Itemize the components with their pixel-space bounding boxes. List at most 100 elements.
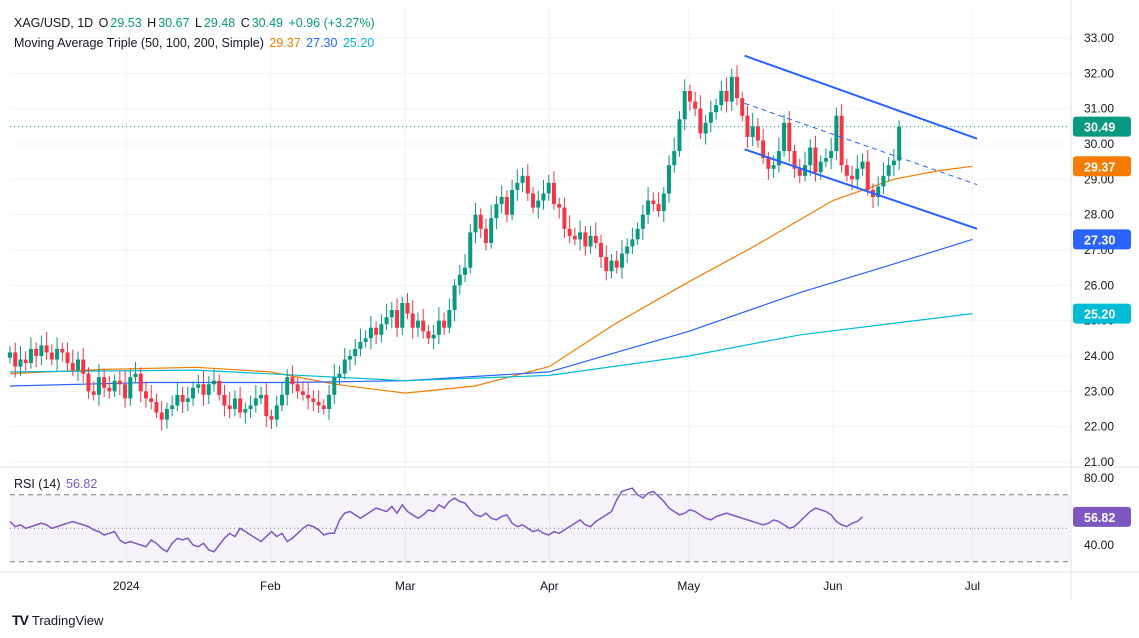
candle-body <box>829 151 834 159</box>
tradingview-logo-text: TradingView <box>31 612 104 628</box>
candle-body <box>154 401 159 413</box>
candle-body <box>562 207 567 229</box>
candle-body <box>379 324 384 335</box>
candle-body <box>442 320 447 328</box>
candle-body <box>253 398 258 406</box>
tradingview-logo[interactable]: TV TradingView <box>12 612 103 628</box>
candle-body <box>525 175 530 194</box>
ma-legend: Moving Average Triple (50, 100, 200, Sim… <box>14 36 376 50</box>
candle-body <box>211 380 216 385</box>
candle-body <box>327 394 332 409</box>
candle-body <box>311 398 316 402</box>
candle-body <box>285 377 290 395</box>
candle-body <box>661 193 666 212</box>
candle-body <box>489 218 494 243</box>
candle-body <box>677 119 682 152</box>
ma-label[interactable]: Moving Average Triple (50, 100, 200, Sim… <box>14 36 264 50</box>
high-label: H <box>147 16 157 30</box>
candle-body <box>578 232 583 240</box>
candle-body <box>436 320 441 335</box>
ma100-price-tag <box>1073 229 1131 250</box>
candle-body <box>117 380 122 385</box>
candle-body <box>599 242 604 258</box>
candle-body <box>128 377 133 399</box>
candle-body <box>766 158 771 169</box>
candle-body <box>604 257 609 272</box>
high-value: 30.67 <box>158 16 190 30</box>
candle-body <box>389 310 394 318</box>
candle-body <box>23 359 28 364</box>
change-value: +0.96 (+3.27%) <box>288 16 375 30</box>
candle-body <box>839 115 844 166</box>
candle-body <box>593 235 598 243</box>
candle-body <box>107 387 112 392</box>
candle-body <box>426 331 431 339</box>
candle-body <box>776 151 781 166</box>
candle-body <box>405 303 410 314</box>
close-label: C <box>240 16 250 30</box>
candle-body <box>813 147 818 173</box>
low-label: L <box>194 16 202 30</box>
candle-body <box>797 168 802 176</box>
candle-body <box>478 214 483 229</box>
candle-body <box>248 405 253 409</box>
candle-body <box>123 384 128 399</box>
candle-body <box>891 160 896 166</box>
candle-body <box>81 359 86 374</box>
ma-line-ma100 <box>9 238 973 387</box>
candle-body <box>625 246 630 254</box>
candle-body <box>306 394 311 399</box>
candle-body <box>149 398 154 402</box>
candle-body <box>321 405 326 409</box>
price-price-tag <box>1073 116 1131 137</box>
open-value: 29.53 <box>110 16 142 30</box>
candle-body <box>499 197 504 205</box>
ma50-value: 29.37 <box>269 36 301 50</box>
candle-body <box>787 122 792 152</box>
rsi-legend-value: 56.82 <box>66 477 98 491</box>
rsi-label[interactable]: RSI (14) <box>14 477 61 491</box>
candle-body <box>300 391 305 395</box>
candle-body <box>290 377 295 385</box>
candle-body <box>447 310 452 328</box>
ma200-price-tag <box>1073 303 1131 324</box>
candle-body <box>551 182 556 205</box>
candle-body <box>347 356 352 360</box>
price-tick-label: 31.00 <box>1084 102 1114 116</box>
candle-body <box>463 267 468 275</box>
channel-lower[interactable] <box>744 148 978 230</box>
candle-body <box>808 147 813 166</box>
price-tick-label: 23.00 <box>1084 384 1114 398</box>
candle-body <box>667 165 672 194</box>
candle-body <box>504 197 509 215</box>
time-tick-label: Feb <box>260 579 281 593</box>
rsi-line <box>9 487 864 553</box>
candle-body <box>614 260 619 268</box>
candle-body <box>881 175 886 187</box>
symbol-label[interactable]: XAG/USD, 1D <box>14 16 94 30</box>
candle-body <box>196 384 201 388</box>
channel-upper[interactable] <box>744 54 978 140</box>
candle-body <box>75 359 80 371</box>
time-tick-label: Jul <box>965 579 980 593</box>
candle-body <box>792 151 797 169</box>
candle-body <box>483 228 488 243</box>
candle-body <box>431 334 436 339</box>
candle-body <box>588 235 593 247</box>
candle-body <box>180 394 185 402</box>
candle-body <box>316 401 321 406</box>
price-legend: XAG/USD, 1D O 29.53 H 30.67 L 29.48 C 30.49 … <box>14 16 377 30</box>
candle-body <box>400 303 405 328</box>
ma-line-ma200 <box>9 313 973 382</box>
candle-body <box>238 398 243 413</box>
candle-body <box>143 391 148 399</box>
candle-body <box>531 193 536 208</box>
candle-body <box>860 161 865 169</box>
candle-body <box>201 384 206 395</box>
candle-body <box>332 377 337 395</box>
candle-body <box>55 348 60 360</box>
candle-body <box>259 394 264 399</box>
candle-body <box>897 126 902 161</box>
candle-body <box>698 108 703 134</box>
